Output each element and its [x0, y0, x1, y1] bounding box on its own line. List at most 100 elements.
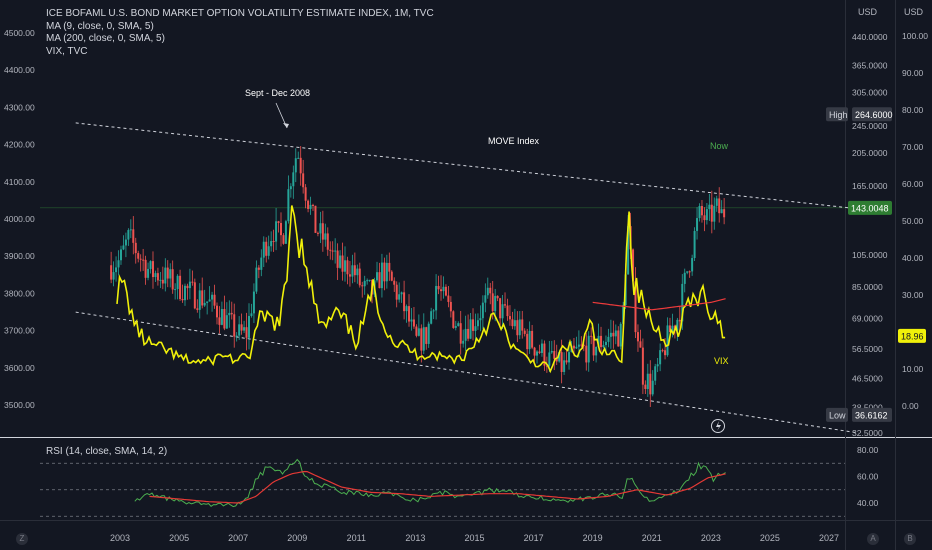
time-axis-tick: 2019	[583, 533, 603, 543]
candle-body	[299, 157, 302, 174]
candle-body	[176, 275, 179, 290]
candle-body	[156, 273, 159, 281]
candle-body	[245, 327, 248, 338]
candle-body	[368, 279, 371, 281]
last-price-tag: 143.0048	[851, 203, 889, 213]
candle-body	[661, 350, 664, 352]
candle-body	[506, 305, 509, 317]
lightning-bolt	[716, 421, 721, 431]
high-label: High	[829, 110, 848, 120]
ma200-line	[592, 298, 726, 311]
candle-body	[272, 241, 275, 243]
candle-body	[432, 310, 435, 312]
high-value-bg	[852, 107, 892, 122]
left-axis-tick: 4500.00	[4, 28, 35, 38]
candle-body	[636, 332, 639, 342]
move-axis-tick: 305.0000	[852, 88, 888, 98]
time-axis-tick: 2003	[110, 533, 130, 543]
move-axis-tick: 440.0000	[852, 32, 888, 42]
candle-body	[489, 287, 492, 294]
annotation-move-index: MOVE Index	[488, 136, 540, 146]
candle-body	[664, 350, 667, 356]
candle-body	[440, 289, 443, 292]
move-axis-tick: 205.0000	[852, 148, 888, 158]
candle-body	[235, 335, 238, 337]
low-value-bg	[852, 407, 892, 422]
move-axis-tick: 38.5000	[852, 402, 883, 412]
chart-legend[interactable]: ICE BOFAML U.S. BOND MARKET OPTION VOLAT…	[46, 8, 434, 58]
candle-body	[504, 304, 507, 306]
candle-body	[390, 271, 393, 281]
candle-body	[257, 267, 260, 270]
candle-body	[334, 250, 337, 252]
candle-body	[467, 328, 470, 339]
high-value: 264.6000	[855, 110, 893, 120]
candle-body	[595, 347, 598, 356]
candle-body	[548, 352, 551, 366]
move-axis-tick: 365.0000	[852, 60, 888, 70]
left-axis-tick: 4400.00	[4, 65, 35, 75]
candle-body	[164, 267, 167, 284]
candle-body	[516, 320, 519, 336]
log-scale-button[interactable]: B	[904, 533, 916, 545]
legend-ma9[interactable]: MA (9, close, 0, SMA, 5)	[46, 20, 154, 32]
time-axis-tick: 2023	[701, 533, 721, 543]
move-axis-tick: 85.0000	[852, 282, 883, 292]
candle-body	[538, 351, 541, 353]
candle-body	[351, 265, 354, 277]
candle-body	[585, 345, 588, 363]
candle-body	[220, 309, 223, 325]
legend-vix[interactable]: VIX, TVC	[46, 45, 88, 57]
candle-body	[481, 302, 484, 319]
candle-body	[590, 335, 593, 337]
candle-body	[144, 259, 147, 278]
candle-body	[243, 327, 246, 331]
candle-body	[252, 291, 255, 314]
candle-body	[223, 309, 226, 329]
candle-body	[683, 272, 686, 284]
candle-body	[646, 373, 649, 390]
candle-body	[316, 232, 319, 234]
candle-body	[511, 319, 514, 327]
candle-body	[723, 209, 726, 218]
vix-axis-tick: 60.00	[902, 179, 924, 189]
candle-body	[361, 285, 364, 287]
candle-body	[336, 250, 339, 268]
auto-scale-button[interactable]: A	[867, 533, 879, 545]
rsi-legend[interactable]: RSI (14, close, SMA, 14, 2)	[46, 446, 168, 457]
channel-lines	[75, 122, 859, 434]
annotation-sept-dec-2008: Sept - Dec 2008	[245, 88, 310, 98]
candle-body	[644, 384, 647, 390]
candle-body	[137, 253, 140, 259]
candle-body	[565, 360, 568, 363]
candle-body	[572, 345, 575, 349]
left-axis-tick: 4300.00	[4, 102, 35, 112]
timezone-button[interactable]: Z	[16, 533, 28, 545]
candle-body	[341, 255, 344, 272]
candle-body	[358, 268, 361, 286]
candle-body	[521, 319, 524, 331]
candle-body	[659, 350, 662, 365]
candle-body	[430, 311, 433, 324]
left-axis-tick: 3800.00	[4, 288, 35, 298]
legend-title[interactable]: ICE BOFAML U.S. BOND MARKET OPTION VOLAT…	[46, 8, 434, 19]
candle-body	[676, 319, 679, 331]
candle-body	[183, 285, 186, 301]
candle-body	[649, 373, 652, 395]
candle-body	[117, 260, 120, 268]
legend-ma200[interactable]: MA (200, close, 0, SMA, 5)	[46, 33, 165, 44]
vix-axis-tick: 30.00	[902, 290, 924, 300]
move-axis-header: USD	[858, 7, 878, 17]
candle-body	[415, 326, 418, 336]
candle-body	[353, 265, 356, 276]
candle-body	[393, 280, 396, 285]
candle-body	[678, 319, 681, 322]
candle-body	[124, 239, 127, 246]
candle-body	[420, 328, 423, 351]
candle-body	[472, 319, 475, 331]
candle-body	[609, 332, 612, 337]
candle-body	[110, 265, 113, 280]
time-axis-tick: 2027	[819, 533, 839, 543]
candle-body	[408, 306, 411, 322]
